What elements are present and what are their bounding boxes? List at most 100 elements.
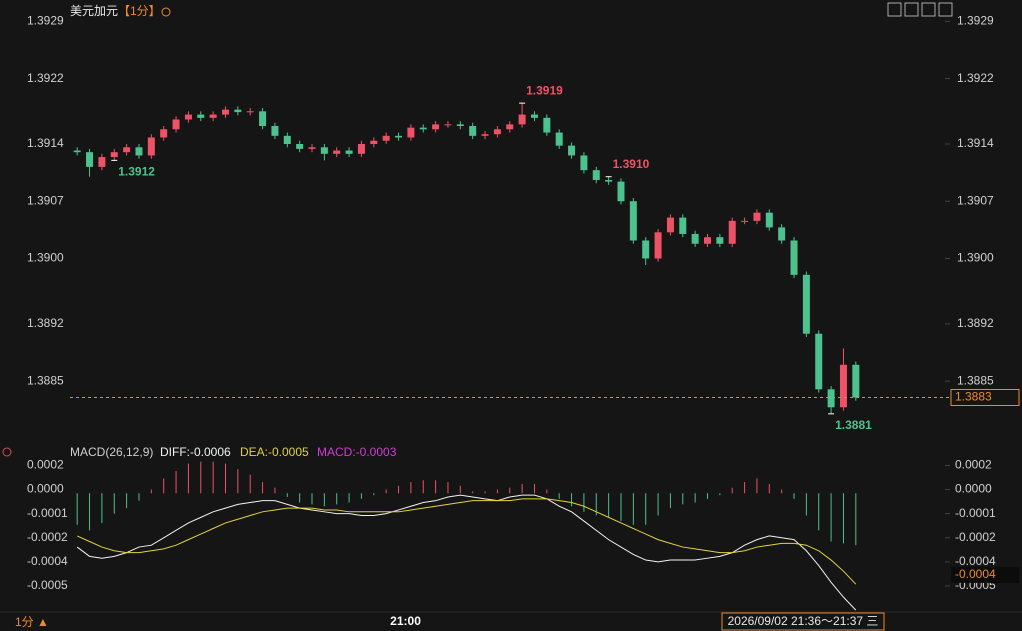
y-tick-label: 1.3907 [27,193,64,207]
y-tick-label: -0.0002 [27,530,68,544]
candle-body [357,144,365,154]
candle-body [852,364,860,398]
candle-body [86,152,94,167]
y-tick-label: 1.3900 [27,251,64,265]
y-tick-label: 1.3914 [957,136,994,150]
y-tick-label: 1.3907 [957,193,994,207]
candle-body [493,129,501,135]
candle-body [432,124,440,130]
legend-entry: DIFF:-0.0006 [160,445,231,459]
tool-icon[interactable] [921,2,936,17]
period-label: 【1分】 [118,4,161,18]
y-tick-label: 1.3900 [957,251,994,265]
candle-body [790,240,798,275]
candle-body [456,124,464,127]
add-icon[interactable] [161,7,171,17]
legend-entry: DEA:-0.0005 [240,445,309,459]
candle-body [73,150,81,153]
candle-body [123,147,131,153]
toolbar [887,2,953,17]
macd-line [76,494,857,611]
candle-body [481,134,489,136]
last-price-box [950,388,1020,406]
candle-body [679,217,687,234]
candle-body [271,126,279,136]
candle-body [716,237,724,244]
candle-body [691,233,699,244]
candle-body [592,170,600,180]
candle-body [395,135,403,138]
y-tick-label: -0.0005 [27,578,68,592]
candle-body [370,140,378,145]
y-tick-label: 1.3914 [27,136,64,150]
candle-body [345,150,353,154]
candle-body [333,150,341,154]
y-tick-label: 0.0002 [955,458,992,472]
y-tick-label: 1.3922 [27,71,64,85]
last-value-box [951,566,1019,583]
candle-body [765,212,773,228]
candle-body [320,147,328,154]
tool-icon[interactable] [887,2,902,17]
candle-body [283,135,291,145]
annotation-label: 1.3910 [613,157,650,171]
y-tick-label: 1.3892 [27,316,64,330]
candle-body [654,232,662,259]
candle-body [296,144,304,149]
candle-body [221,109,229,115]
candle-body [209,114,217,118]
y-tick-label: -0.0004 [27,554,68,568]
macd-line [76,498,857,585]
candle-body [518,114,526,125]
y-tick-label: 1.3929 [957,14,994,28]
candle-body [629,201,637,241]
candle-body [555,132,563,146]
y-tick-label: 1.3885 [957,373,994,387]
last-price-label: 1.3883 [955,390,992,404]
candle-body [407,127,415,138]
candle-body [642,240,650,259]
annotation-label: 1.3881 [835,418,872,432]
crosshair-time-box [721,612,885,631]
period-selector[interactable]: 1分 ▲ [15,615,49,629]
candle-body [741,220,749,222]
annotation-label: 1.3919 [526,83,563,97]
candle-body [469,126,477,136]
candle-body [839,364,847,408]
crosshair-time: 2026/09/02 21:36～21:37 三 [728,614,879,628]
candle-body [419,127,427,130]
candle-body [308,147,316,149]
candle-body [172,119,180,130]
annotation-label: 1.3912 [118,165,155,179]
candle-body [568,145,576,156]
candle-body [753,212,761,221]
candle-body [543,117,551,133]
candle-body [728,220,736,244]
tool-icon[interactable] [938,2,953,17]
candle-body [605,179,613,182]
y-tick-label: 0.0000 [955,482,992,496]
candle-body [444,124,452,126]
candle-body [530,114,538,118]
chart-title: 美元加元 [70,4,118,18]
indicator-icon[interactable] [2,447,12,457]
y-tick-label: 1.3892 [957,316,994,330]
tool-icon[interactable] [904,2,919,17]
candle-body [382,135,390,141]
candle-body [580,155,588,171]
y-tick-label: -0.0001 [955,506,996,520]
candle-body [617,181,625,202]
legend-entry: MACD:-0.0003 [317,445,397,459]
candle-body [666,217,674,233]
candle-body [778,227,786,241]
candle-body [259,111,267,127]
candle-body [135,147,143,156]
candle-body [234,109,242,113]
y-tick-label: -0.0002 [955,530,996,544]
candle-body [98,157,106,167]
candle-body [815,333,823,390]
candle-body [704,237,712,244]
